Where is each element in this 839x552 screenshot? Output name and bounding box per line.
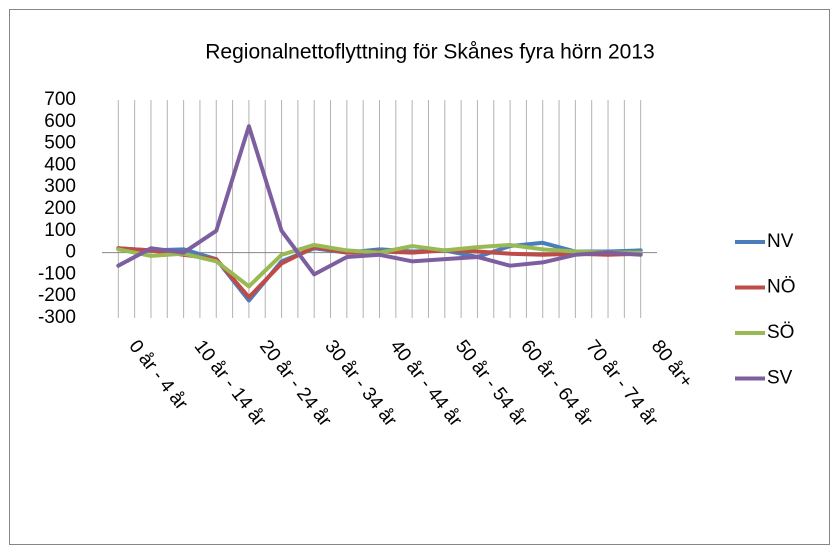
y-tick-label: 500	[44, 133, 76, 154]
legend-label: SÖ	[767, 322, 794, 343]
legend-label: NÖ	[767, 277, 796, 298]
legend-label: SV	[767, 368, 793, 389]
y-tick-label: 300	[44, 176, 76, 197]
y-tick-label: 100	[44, 220, 76, 241]
legend-label: NV	[767, 231, 794, 252]
y-tick-label: 0	[65, 242, 76, 263]
chart-border	[9, 9, 830, 545]
y-tick-label: -200	[38, 285, 76, 306]
y-tick-label: -100	[38, 263, 76, 284]
y-tick-label: 700	[44, 89, 76, 110]
y-tick-label: -300	[38, 307, 76, 328]
chart-title: Regionalnettoflyttning för Skånes fyra h…	[205, 41, 654, 64]
series-line	[116, 242, 643, 289]
y-tick-label: 600	[44, 111, 76, 132]
y-tick-label: 200	[44, 198, 76, 219]
y-tick-label: 400	[44, 154, 76, 175]
series-line	[116, 124, 643, 277]
